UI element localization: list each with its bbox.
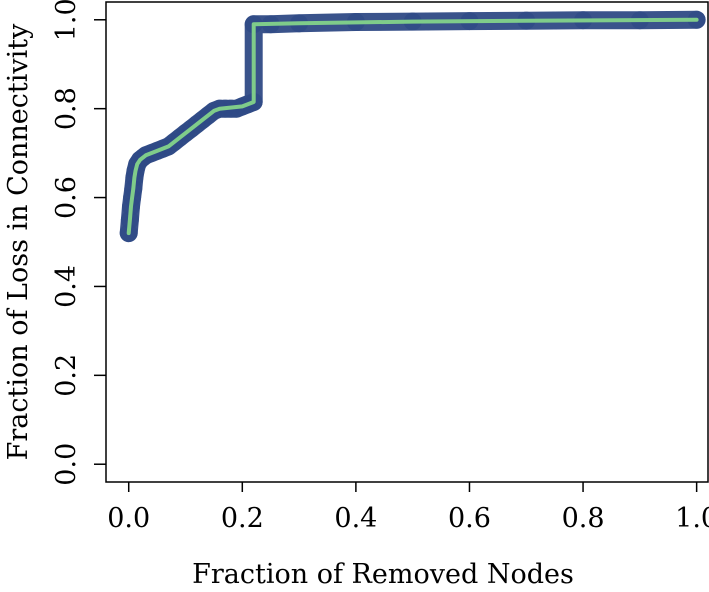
points-halo — [119, 10, 706, 243]
y-axis: 0.0 0.2 0.4 0.6 0.8 1.0 — [51, 0, 106, 486]
plot-frame — [105, 1, 709, 483]
y-tick-label: 0.4 — [51, 265, 82, 308]
x-tick-label: 0.0 — [107, 503, 150, 534]
y-tick-label: 0.8 — [51, 87, 82, 130]
x-tick-label: 0.2 — [221, 503, 264, 534]
x-tick-label: 0.6 — [448, 503, 491, 534]
x-tick-label: 1.0 — [675, 503, 709, 534]
x-axis-title: Fraction of Removed Nodes — [192, 559, 574, 590]
x-tick-label: 0.4 — [334, 503, 377, 534]
y-tick-label: 1.0 — [51, 0, 82, 41]
y-tick-label: 0.6 — [51, 176, 82, 219]
y-tick-label: 0.2 — [51, 354, 82, 397]
data-line — [126, 17, 699, 236]
y-tick-label: 0.0 — [51, 443, 82, 486]
x-tick-label: 0.8 — [562, 503, 605, 534]
data-points — [119, 10, 706, 243]
y-axis-title: Fraction of Loss in Connectivity — [3, 23, 34, 461]
x-axis: 0.0 0.2 0.4 0.6 0.8 1.0 — [107, 482, 709, 534]
series-line — [126, 17, 699, 236]
